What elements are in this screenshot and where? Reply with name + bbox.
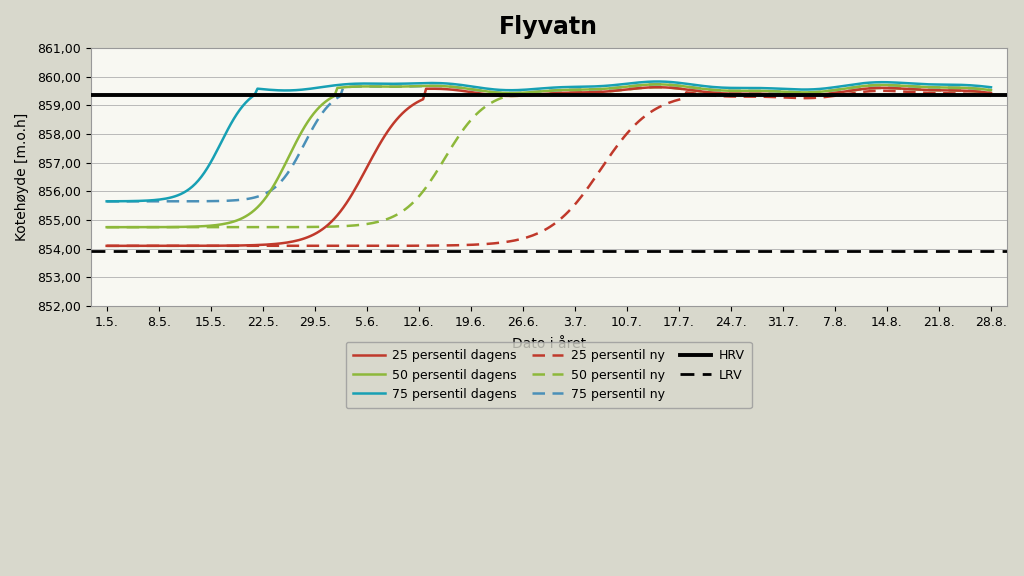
X-axis label: Dato i året: Dato i året xyxy=(512,337,586,351)
Legend: 25 persentil dagens, 50 persentil dagens, 75 persentil dagens, 25 persentil ny, : 25 persentil dagens, 50 persentil dagens… xyxy=(346,342,752,408)
Y-axis label: Kotehøyde [m.o.h]: Kotehøyde [m.o.h] xyxy=(15,113,29,241)
Title: Flyvatn: Flyvatn xyxy=(500,15,598,39)
